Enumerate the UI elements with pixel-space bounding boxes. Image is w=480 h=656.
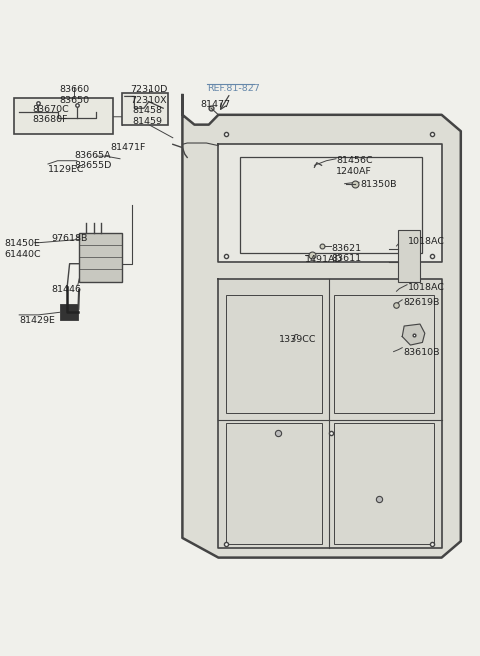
- Text: 81450E
61440C: 81450E 61440C: [5, 239, 41, 259]
- Text: 72310D
72310X: 72310D 72310X: [130, 85, 168, 105]
- Text: REF.81-827: REF.81-827: [207, 84, 260, 93]
- Bar: [226, 295, 322, 413]
- Polygon shape: [218, 279, 442, 548]
- Text: 81429E: 81429E: [19, 316, 55, 325]
- Polygon shape: [218, 144, 442, 262]
- Text: 83610B: 83610B: [403, 348, 440, 357]
- Bar: [14, 98, 113, 134]
- Text: 1129EC: 1129EC: [48, 165, 84, 174]
- Bar: [398, 230, 420, 282]
- Text: 83660
83650: 83660 83650: [60, 85, 89, 105]
- Bar: [60, 304, 78, 320]
- Text: 83665A
83655D: 83665A 83655D: [74, 151, 112, 171]
- Bar: [334, 423, 434, 544]
- Bar: [122, 93, 168, 125]
- Text: 81446: 81446: [52, 285, 82, 295]
- Text: 83621
83611: 83621 83611: [331, 244, 361, 264]
- Text: 1491AD: 1491AD: [305, 255, 343, 264]
- Text: 82619B: 82619B: [403, 298, 440, 308]
- Text: 1018AC: 1018AC: [408, 283, 445, 293]
- Text: 81350B: 81350B: [360, 180, 396, 190]
- Bar: [79, 233, 122, 282]
- Text: 1018AC: 1018AC: [408, 237, 445, 247]
- Text: 1339CC: 1339CC: [279, 335, 316, 344]
- Bar: [240, 157, 422, 253]
- Text: 83670C
83680F: 83670C 83680F: [33, 105, 70, 125]
- Polygon shape: [182, 95, 461, 558]
- Text: 81471F: 81471F: [110, 143, 146, 152]
- Text: 81458
81459: 81458 81459: [132, 106, 162, 126]
- Text: 97618B: 97618B: [52, 234, 88, 243]
- Text: 81456C
1240AF: 81456C 1240AF: [336, 156, 372, 176]
- Bar: [334, 295, 434, 413]
- Bar: [226, 423, 322, 544]
- Text: 81477: 81477: [201, 100, 230, 110]
- Polygon shape: [402, 324, 425, 345]
